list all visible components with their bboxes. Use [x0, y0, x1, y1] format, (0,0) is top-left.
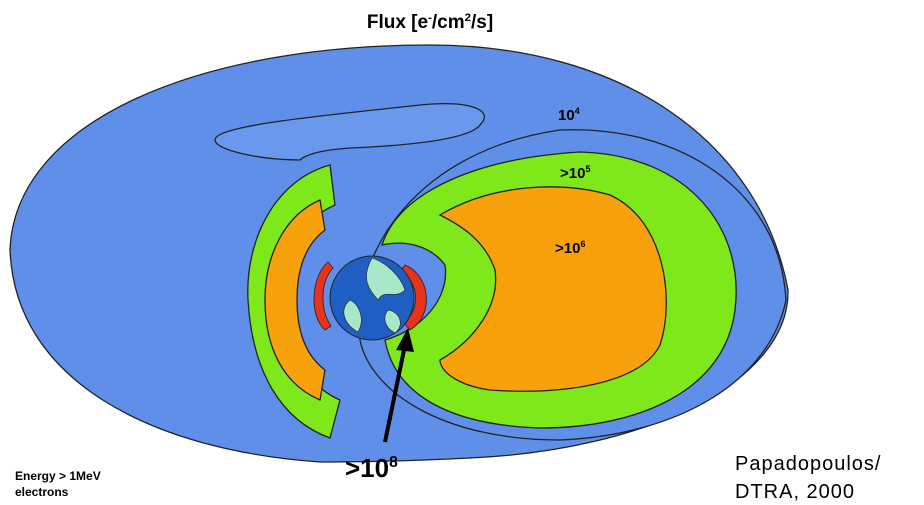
- energy-note: electrons: [15, 485, 69, 499]
- title-text: Flux [e: [367, 12, 428, 33]
- radiation-belts: Flux [e-/cm2/s] 104 >105 >106 >108 Energ…: [0, 0, 924, 505]
- label-base: 10: [558, 107, 575, 124]
- label-base: >10: [560, 165, 585, 182]
- label-exp: 8: [389, 454, 398, 471]
- label-exp: 4: [575, 106, 580, 116]
- title-text: /s]: [471, 12, 493, 33]
- label-exp: 6: [580, 239, 585, 249]
- credit: Papadopoulos/: [735, 453, 881, 475]
- title: Flux [e-/cm2/s]: [367, 12, 493, 33]
- label-exp: 5: [585, 164, 590, 174]
- credit: DTRA, 2000: [735, 481, 855, 503]
- title-text: /cm: [432, 12, 465, 33]
- energy-note: Energy > 1MeV: [15, 469, 101, 483]
- label-base: >10: [345, 453, 389, 483]
- flux-label: >108: [345, 453, 398, 483]
- label-base: >10: [555, 240, 580, 257]
